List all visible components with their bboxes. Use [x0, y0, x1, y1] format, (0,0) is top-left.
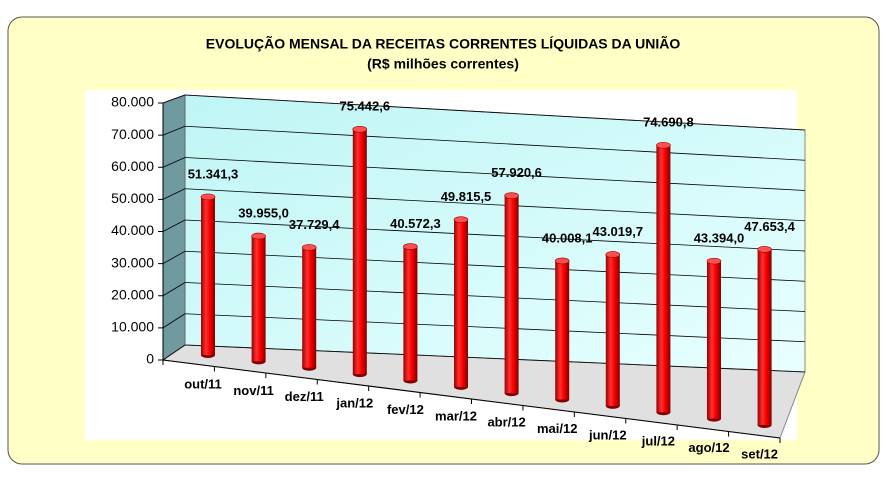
bar: [251, 232, 266, 365]
grid-line: [184, 344, 806, 373]
bar: [453, 216, 469, 390]
bar-top: [352, 125, 368, 133]
bar-top: [605, 251, 621, 258]
bar: [403, 243, 418, 384]
grid-line: [184, 157, 806, 191]
bar-body: [302, 247, 317, 368]
bar-body: [251, 236, 266, 362]
grid-line: [162, 313, 186, 329]
data-label: 39.955,0: [238, 206, 289, 221]
bar-body: [504, 195, 519, 394]
bar-top: [200, 193, 216, 201]
data-label: 51.341,3: [188, 166, 239, 181]
grid-line: [162, 188, 186, 200]
side-wall: [162, 94, 186, 361]
grid-line: [162, 219, 186, 232]
grid-line: [184, 219, 806, 252]
data-label: 75.442,6: [339, 99, 390, 114]
bar-top: [656, 141, 671, 149]
bar-top: [706, 257, 722, 265]
x-tick-label: out/11: [184, 376, 222, 391]
data-label: 40.572,3: [390, 216, 441, 231]
chart-title: EVOLUÇÃO MENSAL DA RECEITAS CORRENTES LÍ…: [206, 35, 681, 52]
y-tick-label: 0: [146, 351, 154, 367]
bar-top: [251, 232, 266, 240]
grid-line: [184, 250, 806, 282]
bar-top: [453, 216, 469, 223]
data-label: 43.394,0: [694, 231, 745, 246]
y-tick-label: 30.000: [111, 254, 154, 270]
grid-line: [184, 313, 806, 343]
bar-body: [757, 249, 772, 425]
bar-body: [403, 246, 418, 381]
y-tick-label: 80.000: [111, 94, 154, 110]
bar-top: [403, 243, 418, 250]
x-tick-label: ago/12: [688, 440, 729, 455]
y-tick-label: 50.000: [111, 190, 154, 206]
grid-line: [184, 188, 806, 222]
grid-line: [162, 94, 186, 104]
bar-body: [555, 260, 570, 400]
y-tick-label: 20.000: [111, 286, 154, 302]
bar-top: [554, 257, 570, 265]
data-label: 47.653,4: [744, 219, 795, 234]
bar-top: [301, 244, 317, 251]
grid-line: [162, 282, 186, 297]
bar-body: [605, 254, 620, 406]
x-tick-label: jan/12: [335, 396, 373, 411]
grid-line: [162, 344, 186, 361]
bar-body: [656, 145, 671, 413]
grid-line: [184, 282, 806, 312]
x-tick-label: mar/12: [435, 408, 477, 423]
bar-top: [504, 192, 519, 199]
bar: [200, 193, 216, 358]
bar: [352, 125, 368, 378]
data-label: 49.815,5: [441, 189, 492, 204]
x-tick-label: mai/12: [537, 421, 577, 436]
bar: [605, 251, 621, 409]
bar-body: [201, 196, 215, 355]
y-tick-label: 70.000: [111, 126, 154, 142]
bar: [504, 192, 519, 397]
bar: [757, 246, 772, 428]
data-label: 57.920,6: [491, 165, 542, 180]
grid-line: [184, 94, 806, 131]
data-label: 43.019,7: [592, 224, 643, 239]
y-tick-label: 10.000: [111, 319, 154, 335]
x-tick-label: set/12: [741, 446, 778, 461]
x-tick-label: jun/12: [588, 427, 627, 442]
y-tick-label: 60.000: [111, 158, 154, 174]
grid-line: [162, 250, 186, 264]
x-tick-label: dez/11: [285, 389, 324, 404]
x-tick-label: jul/12: [641, 434, 675, 449]
bar-body: [454, 219, 468, 387]
grid-line: [184, 125, 806, 161]
x-tick-label: nov/11: [233, 383, 273, 398]
grid-line: [162, 125, 186, 136]
bar: [554, 257, 570, 403]
bar: [656, 141, 671, 416]
data-label: 40.008,1: [542, 230, 593, 245]
y-tick-label: 40.000: [111, 222, 154, 238]
bar-top: [757, 246, 772, 253]
grid-line: [162, 157, 186, 168]
data-label: 74.690,8: [643, 115, 694, 130]
chart-subtitle: (R$ milhões correntes): [367, 56, 519, 72]
x-tick-label: abr/12: [487, 415, 525, 430]
bar-body: [352, 129, 367, 375]
x-tick-label: fev/12: [387, 402, 424, 417]
data-label: 37.729,4: [289, 217, 340, 232]
bar: [706, 257, 722, 422]
bar-body: [707, 261, 721, 419]
bar: [301, 244, 317, 371]
